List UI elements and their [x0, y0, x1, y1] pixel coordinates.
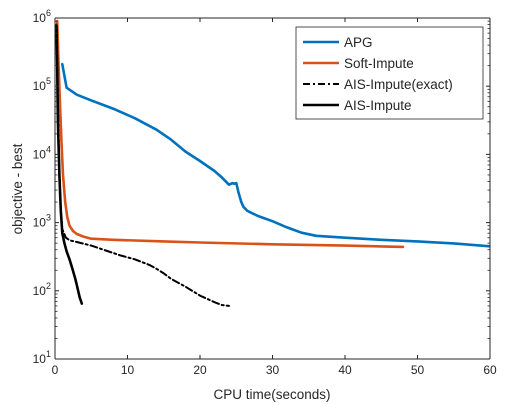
y-tick-label: 103: [33, 213, 51, 230]
legend: APG Soft-Impute AIS-Impute(exact) AIS-Imput…: [295, 26, 484, 120]
series-line-apg: [60, 62, 490, 248]
y-tick-label: 106: [33, 8, 51, 25]
y-tick-label: 105: [33, 76, 51, 93]
series-layer: [55, 19, 490, 307]
y-tick-label: 104: [33, 144, 51, 161]
ticks-layer: 0 10 20 30 40 50 60 101 102 103 104 105 106: [33, 8, 497, 377]
y-tick-label: 102: [33, 281, 51, 298]
y-axis-label: objective - best: [10, 143, 25, 234]
x-tick-label: 60: [483, 363, 497, 377]
legend-label: AIS-Impute: [344, 98, 412, 113]
legend-label: APG: [344, 35, 373, 50]
series-line-ais-impute: [55, 25, 84, 305]
x-tick-label: 20: [193, 363, 207, 377]
x-tick-label: 50: [411, 363, 425, 377]
y-tick-label: 101: [33, 349, 51, 366]
series-line-soft-impute: [55, 19, 405, 249]
x-axis-label: CPU time(seconds): [213, 387, 330, 402]
legend-label: AIS-Impute(exact): [344, 77, 453, 92]
legend-label: Soft-Impute: [344, 56, 414, 71]
x-tick-label: 0: [52, 363, 59, 377]
x-tick-label: 30: [266, 363, 280, 377]
x-tick-label: 10: [121, 363, 135, 377]
x-tick-label: 40: [338, 363, 352, 377]
